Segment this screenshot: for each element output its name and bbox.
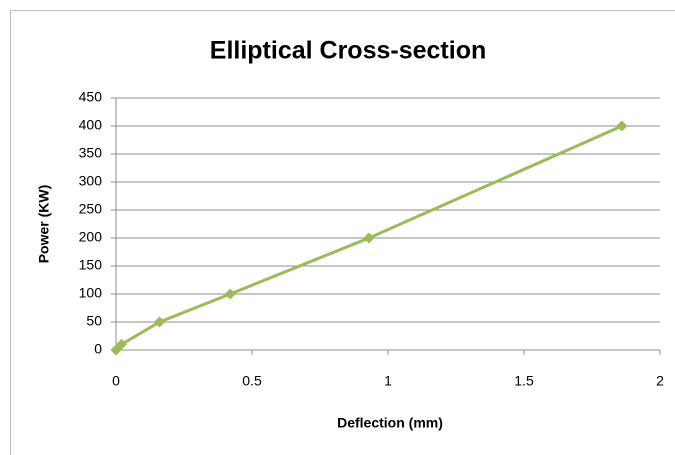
y-tick-label: 200 bbox=[79, 229, 103, 245]
chart-title: Elliptical Cross-section bbox=[210, 37, 486, 65]
x-tick-label: 1.5 bbox=[514, 373, 534, 389]
y-tick-label: 400 bbox=[79, 117, 103, 133]
y-tick-label: 350 bbox=[79, 145, 103, 161]
x-tick-label: 2 bbox=[656, 373, 664, 389]
y-tick-label: 100 bbox=[79, 285, 103, 301]
y-tick-label: 0 bbox=[94, 341, 102, 357]
y-tick-label: 150 bbox=[79, 257, 103, 273]
x-axis-label: Deflection (mm) bbox=[337, 415, 443, 431]
y-tick-label: 300 bbox=[79, 173, 103, 189]
chart-border bbox=[10, 10, 675, 455]
data-point bbox=[110, 344, 122, 356]
y-tick-label: 50 bbox=[86, 313, 102, 329]
data-point bbox=[616, 120, 628, 132]
data-point bbox=[224, 288, 236, 300]
data-point bbox=[115, 338, 127, 350]
x-tick-label: 0.5 bbox=[242, 373, 262, 389]
x-tick-label: 1 bbox=[384, 373, 392, 389]
x-tick-label: 0 bbox=[112, 373, 120, 389]
data-point bbox=[363, 232, 375, 244]
y-tick-label: 450 bbox=[79, 89, 103, 105]
y-axis-label: Power (KW) bbox=[36, 185, 52, 264]
y-tick-label: 250 bbox=[79, 201, 103, 217]
data-point bbox=[154, 316, 166, 328]
